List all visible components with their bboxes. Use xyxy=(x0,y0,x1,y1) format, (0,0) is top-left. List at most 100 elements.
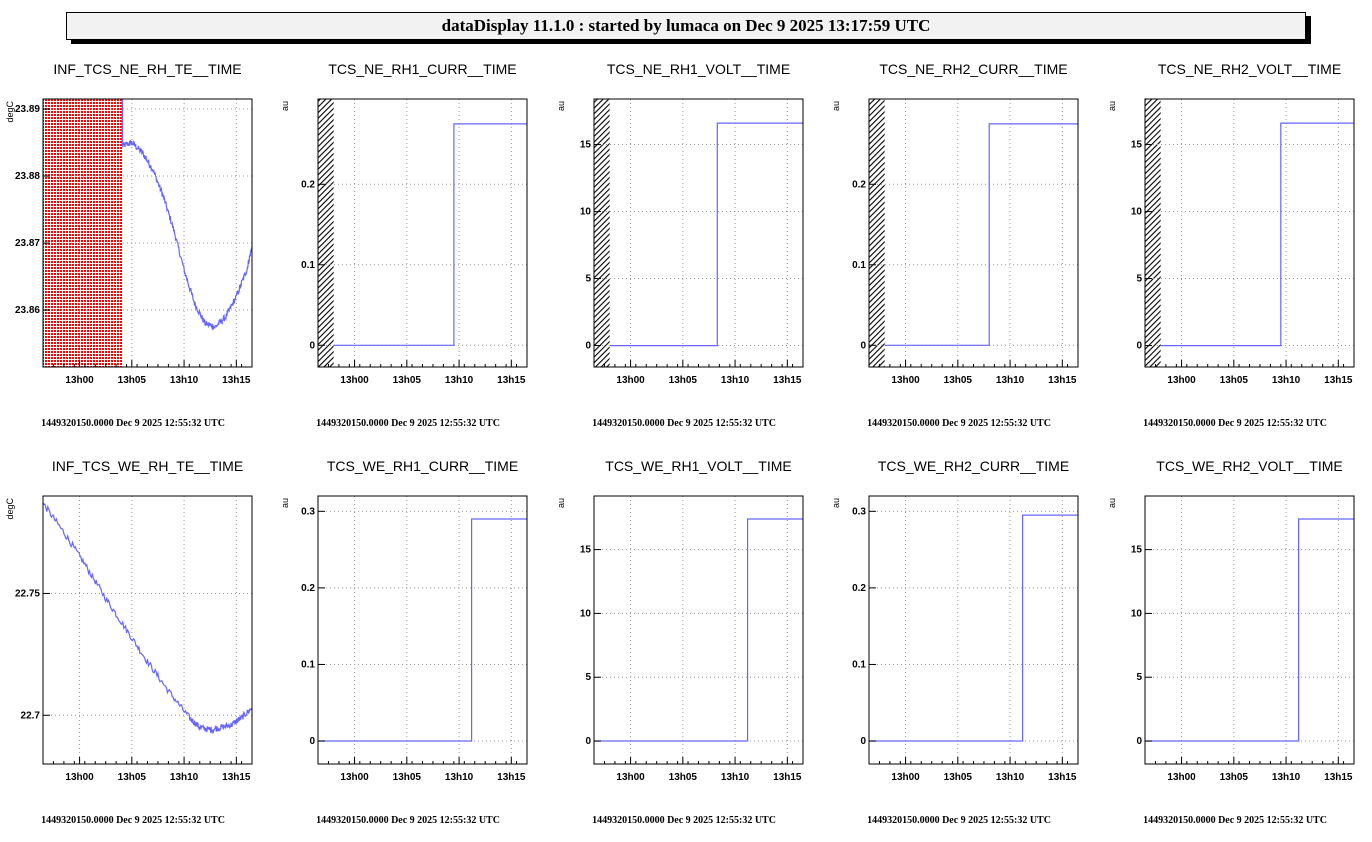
x-tick-label: 13h05 xyxy=(393,375,422,386)
plot-frame xyxy=(868,495,1079,765)
banner-text: dataDisplay 11.1.0 : started by lumaca o… xyxy=(441,16,931,35)
plot-frame xyxy=(593,98,804,368)
y-tick-label: 23.88 xyxy=(15,171,40,182)
no-data-region xyxy=(43,99,123,367)
y-tick-label: 10 xyxy=(1131,608,1143,619)
series-line xyxy=(594,518,803,742)
y-axis-label: degC xyxy=(5,100,15,122)
plot-frame xyxy=(42,495,253,765)
plot-frame xyxy=(1144,98,1355,368)
x-tick-label: 13h05 xyxy=(944,772,973,783)
x-tick-label: 13h15 xyxy=(1048,772,1077,783)
plot-panel: TCS_WE_RH2_VOLT__TIME 13h00 13h05 13h10 13h1… xyxy=(1107,458,1355,826)
plot-footer: 1449320150.0000 Dec 9 2025 12:55:32 UTC xyxy=(867,418,1051,429)
y-tick-label: 0.2 xyxy=(852,583,866,594)
series-line xyxy=(609,122,803,347)
x-tick-label: 13h05 xyxy=(1220,772,1249,783)
x-tick-label: 13h00 xyxy=(65,772,94,783)
y-axis-label: au xyxy=(280,101,290,111)
plot-title: TCS_NE_RH2_VOLT__TIME xyxy=(1158,61,1341,77)
plot-panel: TCS_NE_RH1_VOLT__TIME 13h00 13h05 13h10 13h1… xyxy=(556,61,804,429)
y-tick-label: 0 xyxy=(860,736,866,747)
y-axis-label: au xyxy=(556,101,566,111)
plot-panel: TCS_NE_RH1_CURR__TIME 13h00 13h05 13h10 13h1… xyxy=(280,61,528,429)
plot-footer: 1449320150.0000 Dec 9 2025 12:55:32 UTC xyxy=(1143,418,1327,429)
x-tick-label: 13h05 xyxy=(118,772,147,783)
y-tick-label: 10 xyxy=(580,608,592,619)
plot-footer: 1449320150.0000 Dec 9 2025 12:55:32 UTC xyxy=(867,815,1051,826)
y-axis-label: au xyxy=(280,498,290,508)
plot-footer: 1449320150.0000 Dec 9 2025 12:55:32 UTC xyxy=(41,815,225,826)
plot-frame xyxy=(868,98,1079,368)
x-tick-label: 13h15 xyxy=(1048,375,1077,386)
y-axis-label: au xyxy=(831,498,841,508)
x-tick-label: 13h00 xyxy=(1167,772,1196,783)
series-line xyxy=(869,514,1078,742)
plot-title: TCS_WE_RH2_VOLT__TIME xyxy=(1156,458,1342,474)
x-tick-label: 13h00 xyxy=(1167,375,1196,386)
plot-title: TCS_WE_RH2_CURR__TIME xyxy=(878,458,1069,474)
y-tick-label: 10 xyxy=(580,207,592,218)
no-data-region xyxy=(869,99,885,367)
x-tick-label: 13h10 xyxy=(1272,772,1301,783)
plot-title: TCS_WE_RH1_VOLT__TIME xyxy=(605,458,791,474)
y-tick-label: 0 xyxy=(585,736,591,747)
y-tick-label: 23.89 xyxy=(15,104,40,115)
y-tick-label: 0.1 xyxy=(852,659,866,670)
y-tick-label: 0.3 xyxy=(852,506,866,517)
y-tick-label: 0 xyxy=(309,340,315,351)
y-tick-label: 5 xyxy=(585,672,591,683)
plot-panel: TCS_NE_RH2_VOLT__TIME 13h00 13h05 13h10 13h1… xyxy=(1107,61,1355,429)
plot-title: TCS_NE_RH1_CURR__TIME xyxy=(328,61,516,77)
x-tick-label: 13h00 xyxy=(616,772,645,783)
x-tick-label: 13h15 xyxy=(222,375,251,386)
x-tick-label: 13h05 xyxy=(393,772,422,783)
y-tick-label: 22.75 xyxy=(15,588,40,599)
y-tick-label: 23.86 xyxy=(15,305,40,316)
y-tick-label: 0 xyxy=(585,341,591,352)
x-tick-label: 13h10 xyxy=(996,375,1025,386)
plot-panel: TCS_NE_RH2_CURR__TIME 13h00 13h05 13h10 13h1… xyxy=(831,61,1079,429)
x-tick-label: 13h10 xyxy=(721,772,750,783)
y-tick-label: 0.1 xyxy=(852,260,866,271)
series-line xyxy=(884,123,1078,346)
x-tick-label: 13h10 xyxy=(170,375,199,386)
no-data-region xyxy=(1145,99,1161,367)
plot-panel: TCS_WE_RH1_VOLT__TIME 13h00 13h05 13h10 13h1… xyxy=(556,458,804,826)
x-tick-label: 13h15 xyxy=(497,772,526,783)
y-tick-label: 23.87 xyxy=(15,238,40,249)
plot-footer: 1449320150.0000 Dec 9 2025 12:55:32 UTC xyxy=(316,418,500,429)
series-line xyxy=(1160,122,1354,347)
plot-title: INF_TCS_NE_RH_TE__TIME xyxy=(53,61,241,77)
x-tick-label: 13h05 xyxy=(1220,375,1249,386)
series-line xyxy=(318,518,527,742)
y-tick-label: 0 xyxy=(1136,341,1142,352)
y-axis-label: au xyxy=(831,101,841,111)
plot-title: TCS_WE_RH1_CURR__TIME xyxy=(327,458,518,474)
y-tick-label: 0 xyxy=(1136,736,1142,747)
x-tick-label: 13h00 xyxy=(616,375,645,386)
y-tick-label: 5 xyxy=(1136,672,1142,683)
plot-panel: INF_TCS_WE_RH_TE__TIME 13h00 13h05 13h10 13h… xyxy=(5,458,253,826)
no-data-region xyxy=(318,99,334,367)
y-tick-label: 15 xyxy=(580,140,592,151)
plot-frame xyxy=(593,495,804,765)
series-line xyxy=(1145,518,1354,742)
plot-footer: 1449320150.0000 Dec 9 2025 12:55:32 UTC xyxy=(1143,815,1327,826)
y-tick-label: 0.1 xyxy=(301,260,315,271)
y-tick-label: 15 xyxy=(1131,140,1143,151)
y-axis-label: au xyxy=(1107,498,1117,508)
series-line xyxy=(121,140,253,331)
series-line xyxy=(333,123,527,346)
x-tick-label: 13h05 xyxy=(118,375,147,386)
x-tick-label: 13h05 xyxy=(669,375,698,386)
y-axis-label: au xyxy=(556,498,566,508)
plot-panel: TCS_WE_RH2_CURR__TIME 13h00 13h05 13h10 13h1… xyxy=(831,458,1079,826)
no-data-region xyxy=(594,99,610,367)
y-tick-label: 22.7 xyxy=(21,710,41,721)
x-tick-label: 13h00 xyxy=(891,772,920,783)
x-tick-label: 13h15 xyxy=(1324,375,1353,386)
x-tick-label: 13h10 xyxy=(170,772,199,783)
x-tick-label: 13h10 xyxy=(445,772,474,783)
